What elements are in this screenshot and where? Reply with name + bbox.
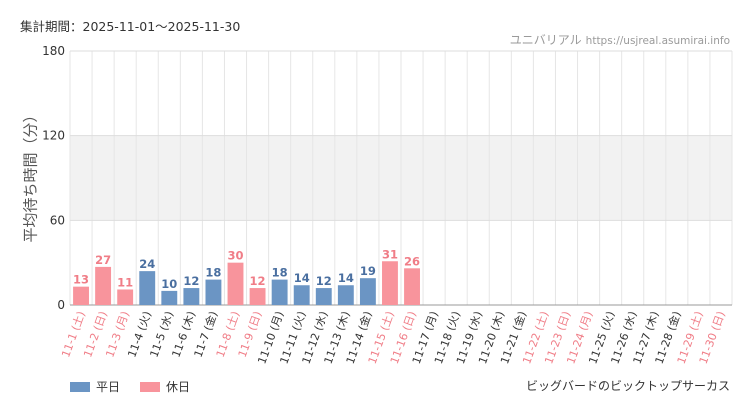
bar-value-label: 12 <box>250 274 266 288</box>
bar-value-label: 27 <box>95 253 111 267</box>
bar <box>183 288 200 305</box>
bar <box>227 262 244 305</box>
bar-value-label: 12 <box>183 274 199 288</box>
legend: 平日 休日 <box>70 378 190 395</box>
attraction-name: ビッグバードのビックトップサーカス <box>525 379 730 393</box>
y-tick-label: 120 <box>42 129 65 143</box>
bar <box>271 279 288 305</box>
bar-value-label: 18 <box>272 266 288 280</box>
legend-label-weekday: 平日 <box>96 380 121 394</box>
bar-value-label: 24 <box>139 257 155 271</box>
bar-value-label: 11 <box>117 275 133 289</box>
bar <box>404 268 420 305</box>
bar-value-label: 30 <box>227 249 243 263</box>
site-name: ユニバリアル <box>509 33 582 47</box>
bar <box>73 286 89 305</box>
bar <box>359 278 376 305</box>
collection-period: 集計期間：2025-11-01～2025-11-30 <box>20 19 241 34</box>
bar-value-label: 18 <box>205 266 221 280</box>
y-tick-label: 60 <box>50 213 65 227</box>
bar <box>117 289 134 305</box>
bar-value-label: 31 <box>382 247 398 261</box>
bar-value-label: 19 <box>360 264 376 278</box>
bar <box>139 271 156 305</box>
bar-value-label: 14 <box>294 271 310 285</box>
bar <box>161 290 178 305</box>
bar <box>293 285 310 305</box>
legend-item-holiday[interactable]: 休日 <box>140 378 190 395</box>
legend-label-holiday: 休日 <box>166 380 191 394</box>
legend-swatch-holiday <box>140 381 161 392</box>
bar-value-label: 12 <box>316 274 332 288</box>
y-tick-label: 180 <box>42 44 65 58</box>
bar-value-label: 13 <box>73 273 89 287</box>
y-tick-label: 0 <box>57 298 65 312</box>
bar-value-label: 26 <box>404 254 420 268</box>
bar <box>337 285 354 305</box>
site-credit: ユニバリアル https://usjreal.asumirai.info <box>510 31 730 48</box>
legend-swatch-weekday <box>70 381 90 392</box>
legend-item-weekday[interactable]: 平日 <box>70 378 120 395</box>
site-url[interactable]: https://usjreal.asumirai.info <box>585 35 730 47</box>
bar <box>315 288 332 305</box>
bar-value-label: 10 <box>161 277 177 291</box>
bar-value-label: 14 <box>338 271 354 285</box>
bar <box>382 261 398 305</box>
bar <box>205 279 222 305</box>
bar <box>95 266 112 305</box>
bar <box>249 288 266 305</box>
